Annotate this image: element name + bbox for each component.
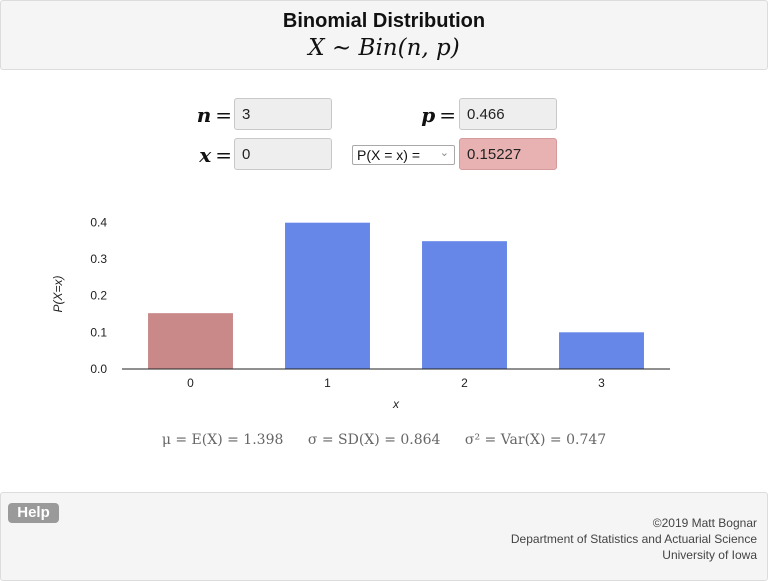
university-text: University of Iowa — [662, 548, 757, 562]
y-tick-label: 0.0 — [90, 362, 107, 376]
variance-stat: σ² = Var(X) = 0.747 — [464, 432, 607, 448]
mean-stat: μ = E(X) = 1.398 — [161, 432, 284, 448]
notation-distribution: Bin(n, p) — [358, 35, 460, 61]
y-tick-label: 0.1 — [90, 325, 107, 339]
y-axis-label: P(X=x) — [51, 275, 65, 312]
notation-variable: X — [308, 35, 325, 61]
chevron-down-icon: ⌄ — [439, 147, 449, 159]
sd-stat: σ = SD(X) = 0.864 — [307, 432, 441, 448]
n-input[interactable]: 3 — [234, 98, 332, 130]
x-tick-label: 2 — [461, 376, 468, 390]
department-text: Department of Statistics and Actuarial S… — [510, 532, 757, 546]
bar-x-0 — [148, 313, 233, 369]
binomial-pmf-chart: 0.0 0.1 0.2 0.3 0.4 0 1 2 3 P(X=x) x — [51, 215, 670, 411]
y-tick-label: 0.4 — [90, 215, 107, 229]
x-tick-label: 0 — [187, 376, 194, 390]
n-label: n = — [196, 103, 232, 127]
x-input[interactable]: 0 — [234, 138, 332, 170]
bar-x-2 — [422, 241, 507, 369]
x-tick-label: 1 — [324, 376, 331, 390]
probability-result-field: 0.15227 — [459, 138, 557, 170]
page-title: Binomial Distribution — [282, 10, 486, 32]
probability-type-select[interactable]: P(X = x) = ⌄ — [352, 145, 455, 165]
y-tick-label: 0.2 — [90, 289, 107, 303]
app-footer: Help ©2019 Matt Bognar Department of Sta… — [0, 492, 768, 581]
notation-relation: ∼ — [324, 35, 359, 61]
x-axis-label: x — [392, 397, 400, 411]
bar-x-1 — [285, 222, 370, 369]
x-label: x = — [199, 143, 232, 167]
bar-x-3 — [559, 332, 644, 369]
app-header: Binomial Distribution X ∼ Bin(n, p) — [0, 0, 768, 70]
help-button[interactable]: Help — [8, 503, 59, 523]
p-input[interactable]: 0.466 — [459, 98, 557, 130]
copyright-text: ©2019 Matt Bognar — [652, 516, 757, 530]
p-label: p = — [421, 103, 456, 127]
summary-statistics: μ = E(X) = 1.398 σ = SD(X) = 0.864 σ² = … — [0, 432, 768, 448]
distribution-notation: X ∼ Bin(n, p) — [1, 35, 767, 61]
credits: ©2019 Matt Bognar Department of Statisti… — [511, 515, 757, 563]
y-tick-label: 0.3 — [90, 252, 107, 266]
x-tick-label: 3 — [598, 376, 605, 390]
